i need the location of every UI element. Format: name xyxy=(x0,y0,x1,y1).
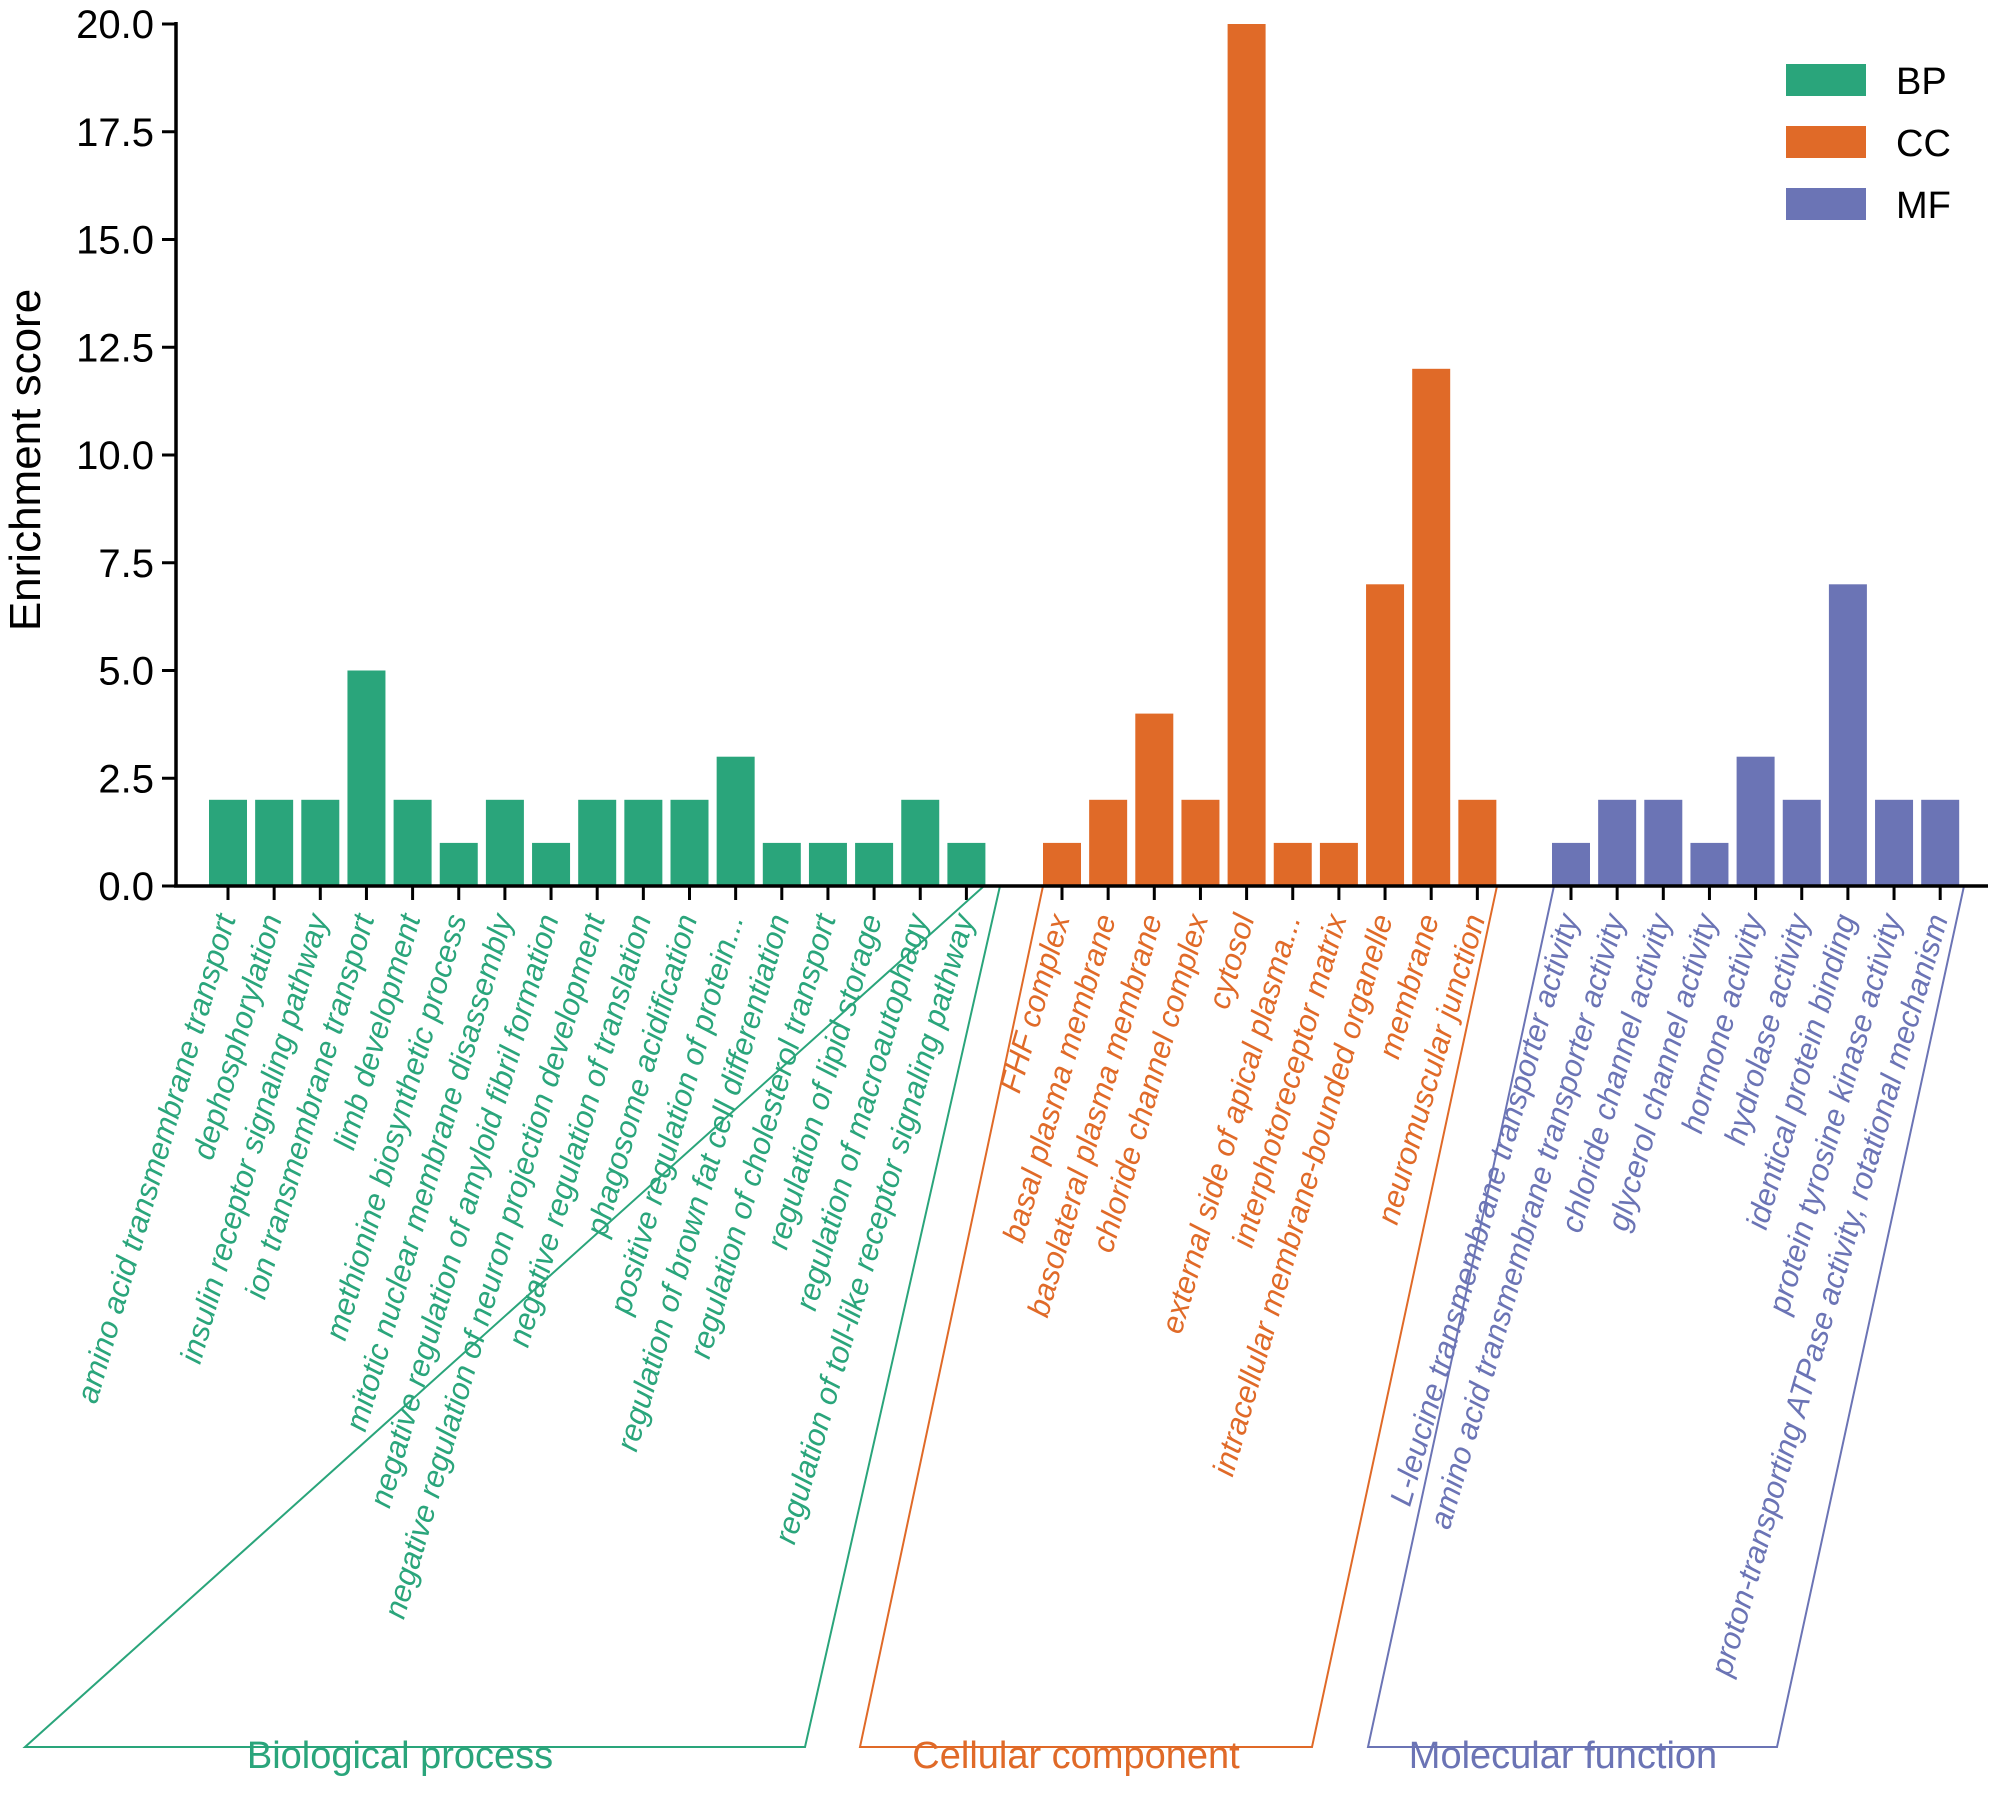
bar-cc xyxy=(1412,368,1451,886)
legend-label-cc: CC xyxy=(1896,123,1951,165)
category-labels: amino acid transmembrane transportdephos… xyxy=(69,908,1954,1681)
bar-bp xyxy=(670,799,709,886)
group-frames: Biological process Cellular component Mole… xyxy=(22,885,1966,1777)
y-axis: 0.0 2.5 5.0 7.5 10.0 12.5 15.0 17.5 20.0 xyxy=(76,3,178,909)
bar-cc xyxy=(1227,24,1266,886)
bar-mf xyxy=(1875,799,1914,886)
group-label-mf: Molecular function xyxy=(1409,1735,1717,1777)
bar-bp xyxy=(209,799,247,886)
bar-cc xyxy=(1366,584,1405,886)
bar-bp xyxy=(855,842,894,886)
bar-mf xyxy=(1644,799,1683,886)
bar-bp xyxy=(716,756,755,886)
bar-bp xyxy=(624,799,663,886)
bar-cc xyxy=(1181,799,1220,886)
group-label-cc: Cellular component xyxy=(912,1735,1240,1777)
bar-bp xyxy=(901,799,940,886)
legend-swatch-cc xyxy=(1786,126,1866,158)
y-tick-label: 15.0 xyxy=(76,219,154,263)
legend-swatch-bp xyxy=(1786,64,1866,96)
legend-label-bp: BP xyxy=(1896,61,1947,103)
y-tick-label: 17.5 xyxy=(76,111,154,155)
bar-bp xyxy=(393,799,432,886)
bars xyxy=(209,24,1960,900)
legend-label-mf: MF xyxy=(1896,185,1951,227)
bar-cc xyxy=(1135,713,1174,886)
bar-mf xyxy=(1921,799,1960,886)
y-tick-label: 12.5 xyxy=(76,326,154,370)
bar-bp xyxy=(578,799,617,886)
y-tick-label: 7.5 xyxy=(98,542,154,586)
bar-bp xyxy=(947,842,986,886)
bar-bp xyxy=(439,842,478,886)
bar-mf xyxy=(1598,799,1637,886)
bar-bp xyxy=(485,799,524,886)
group-label-bp: Biological process xyxy=(247,1735,553,1777)
bar-cc xyxy=(1089,799,1128,886)
y-tick-label: 0.0 xyxy=(98,865,154,909)
bar-mf xyxy=(1828,584,1867,886)
bar-cc xyxy=(1273,842,1312,886)
y-tick-label: 2.5 xyxy=(98,757,154,801)
bar-bp xyxy=(762,842,801,886)
bar-cc xyxy=(1319,842,1358,886)
bar-bp xyxy=(532,842,571,886)
y-tick-label: 20.0 xyxy=(76,3,154,47)
y-tick-label: 5.0 xyxy=(98,650,154,694)
bar-cc xyxy=(1043,842,1081,886)
y-axis-title: Enrichment score xyxy=(1,289,50,631)
legend-swatch-mf xyxy=(1786,188,1866,220)
bar-cc xyxy=(1458,799,1497,886)
bar-mf xyxy=(1690,842,1729,886)
bar-mf xyxy=(1736,756,1775,886)
bar-bp xyxy=(301,799,340,886)
bar-bp xyxy=(347,670,386,886)
legend: BP CC MF xyxy=(1786,61,1951,227)
bar-bp xyxy=(808,842,847,886)
bar-bp xyxy=(255,799,294,886)
y-tick-label: 10.0 xyxy=(76,434,154,478)
bar-mf xyxy=(1552,842,1590,886)
bar-mf xyxy=(1782,799,1821,886)
